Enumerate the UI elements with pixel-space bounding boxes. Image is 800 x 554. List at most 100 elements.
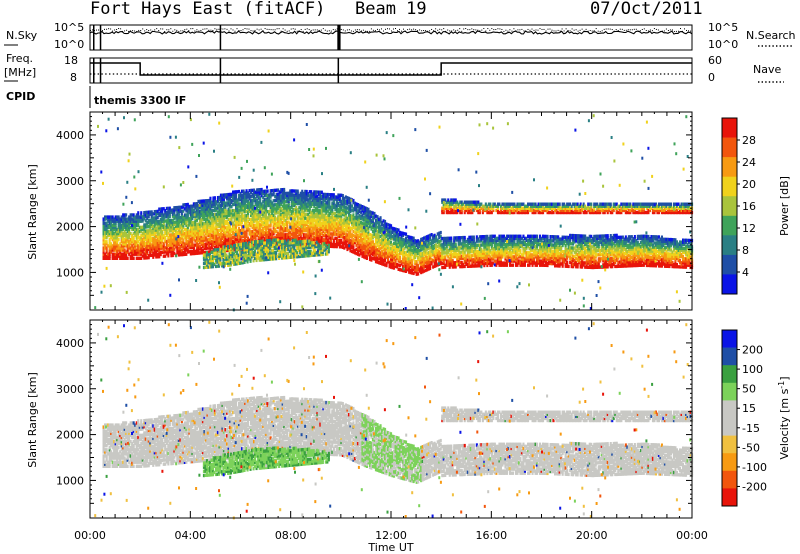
power-cell xyxy=(352,200,355,205)
power-cell xyxy=(262,235,265,239)
power-cell xyxy=(424,248,427,252)
power-cell xyxy=(107,219,110,223)
nsearch-dot xyxy=(348,29,350,31)
power-cell xyxy=(110,217,113,221)
power-cell xyxy=(408,245,411,250)
nave-label: Nave xyxy=(753,63,781,76)
nsearch-dot xyxy=(645,30,647,32)
power-cell xyxy=(245,199,248,203)
power-cell xyxy=(203,203,206,207)
power-cell xyxy=(245,203,248,208)
power-cell xyxy=(384,234,387,238)
power-cell xyxy=(340,208,343,212)
power-cell xyxy=(371,217,374,221)
power-cell xyxy=(286,206,289,210)
power-cell xyxy=(138,244,141,248)
power-cell xyxy=(424,256,427,260)
power-cell xyxy=(247,207,250,212)
power-cell xyxy=(224,240,227,245)
power-cell xyxy=(209,227,212,231)
power-cell xyxy=(307,220,310,225)
power-cell xyxy=(287,230,290,235)
power-cell xyxy=(311,198,314,202)
power-cell xyxy=(319,225,322,229)
power-cell xyxy=(203,209,206,213)
power-cell xyxy=(310,235,313,239)
power-cell xyxy=(277,188,280,192)
power-cell xyxy=(367,215,370,220)
power-cell xyxy=(346,202,349,206)
power-cell xyxy=(361,246,364,250)
power-cell xyxy=(203,213,206,218)
power-cell xyxy=(347,207,350,211)
power-cell xyxy=(420,264,423,268)
nsearch-dot xyxy=(320,29,322,31)
power-cell xyxy=(146,237,149,241)
power-cell xyxy=(361,244,364,248)
power-cell xyxy=(341,222,344,227)
power-cell xyxy=(113,231,116,236)
power-cell xyxy=(355,220,358,225)
power-cell xyxy=(171,224,174,229)
power-cell xyxy=(362,228,365,232)
power-cell xyxy=(236,233,239,237)
power-cell xyxy=(337,242,340,247)
power-cell xyxy=(358,205,361,210)
power-cell xyxy=(268,234,271,238)
power-cell xyxy=(110,244,113,248)
power-cell xyxy=(263,237,266,241)
power-cell xyxy=(245,218,248,222)
power-cell xyxy=(284,222,287,227)
power-cell xyxy=(265,201,268,206)
nsearch-dot xyxy=(643,28,645,30)
power-cell xyxy=(171,237,174,241)
power-cell xyxy=(134,217,137,221)
power-cell xyxy=(250,232,253,236)
power-cell xyxy=(102,219,105,223)
power-cell xyxy=(427,259,430,263)
power-cell xyxy=(110,215,113,219)
power-cell xyxy=(411,236,414,240)
power-cell xyxy=(283,225,286,229)
power-cell xyxy=(302,193,305,198)
power-cell xyxy=(194,210,197,214)
power-cell xyxy=(298,199,301,204)
power-cell xyxy=(454,250,457,255)
power-cell xyxy=(110,233,113,238)
power-cell xyxy=(195,228,198,233)
power-cell xyxy=(156,234,159,238)
power-cell xyxy=(353,226,356,230)
power-cell xyxy=(177,240,180,245)
power-cell xyxy=(295,189,298,193)
power-cell xyxy=(138,246,141,250)
power-cell xyxy=(251,209,254,213)
power-cell xyxy=(191,225,194,229)
power-cell xyxy=(105,231,108,236)
power-cell xyxy=(233,241,236,246)
nsearch-dot xyxy=(240,30,242,32)
power-cell xyxy=(353,249,356,253)
power-cell xyxy=(177,209,180,214)
power-cell xyxy=(108,217,111,221)
power-cell xyxy=(358,232,361,236)
power-cell xyxy=(266,222,269,226)
power-cell xyxy=(331,220,334,224)
power-cell xyxy=(328,193,331,197)
power-cell xyxy=(206,211,209,215)
power-cell xyxy=(367,230,370,234)
power-cell xyxy=(277,192,280,196)
power-cell xyxy=(459,256,462,261)
power-cell xyxy=(257,200,260,204)
power-cell xyxy=(429,256,432,260)
power-cell xyxy=(329,236,332,240)
power-cell xyxy=(305,212,308,216)
power-cell xyxy=(235,198,238,202)
power-cell xyxy=(278,194,281,198)
power-cell xyxy=(230,236,233,240)
power-cell xyxy=(271,215,274,220)
power-cell xyxy=(304,194,307,198)
power-cell xyxy=(338,245,341,249)
power-cell xyxy=(203,215,206,220)
power-cell xyxy=(281,212,284,217)
power-cell xyxy=(362,247,365,251)
